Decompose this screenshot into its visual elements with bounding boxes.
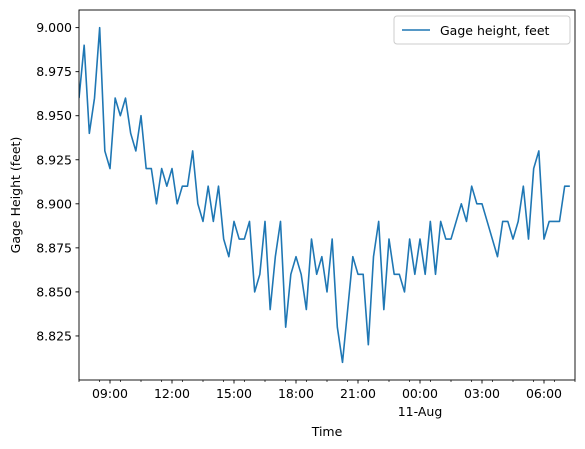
plot-frame	[78, 9, 576, 381]
x-axis-label: Time	[311, 424, 343, 439]
x-tick-label: 15:00	[216, 386, 252, 401]
y-tick-label: 8.875	[36, 240, 72, 255]
x-tick-label: 03:00	[464, 386, 500, 401]
x-tick-label: 21:00	[340, 386, 376, 401]
x-tick-label: 06:00	[526, 386, 562, 401]
legend: Gage height, feet	[393, 15, 571, 45]
x-tick-label: 00:00	[402, 386, 438, 401]
x-tick-label: 09:00	[92, 386, 128, 401]
y-tick-label: 8.825	[36, 328, 72, 343]
legend-box	[393, 15, 571, 45]
x-tick-label: 12:00	[154, 386, 190, 401]
y-tick-label: 8.850	[36, 284, 72, 299]
x-tick-sublabel: 11-Aug	[398, 404, 443, 419]
y-tick-label: 9.000	[36, 20, 72, 35]
x-axis: 09:00 12:00 15:00 18:00 21:00 00:00 11-Aug 03:0…	[78, 380, 576, 419]
x-tick-label: 18:00	[278, 386, 314, 401]
legend-entry-gage-height: Gage height, feet	[440, 23, 550, 38]
y-tick-label: 8.950	[36, 108, 72, 123]
y-tick-label: 8.925	[36, 152, 72, 167]
y-axis-label: Gage Height (feet)	[8, 137, 23, 254]
y-tick-label: 8.975	[36, 64, 72, 79]
series-line-gage-height	[79, 26, 570, 364]
y-axis: 8.825 8.850 8.875 8.900 8.925 8.950 8.975 9.000	[36, 20, 79, 343]
y-tick-label: 8.900	[36, 196, 72, 211]
